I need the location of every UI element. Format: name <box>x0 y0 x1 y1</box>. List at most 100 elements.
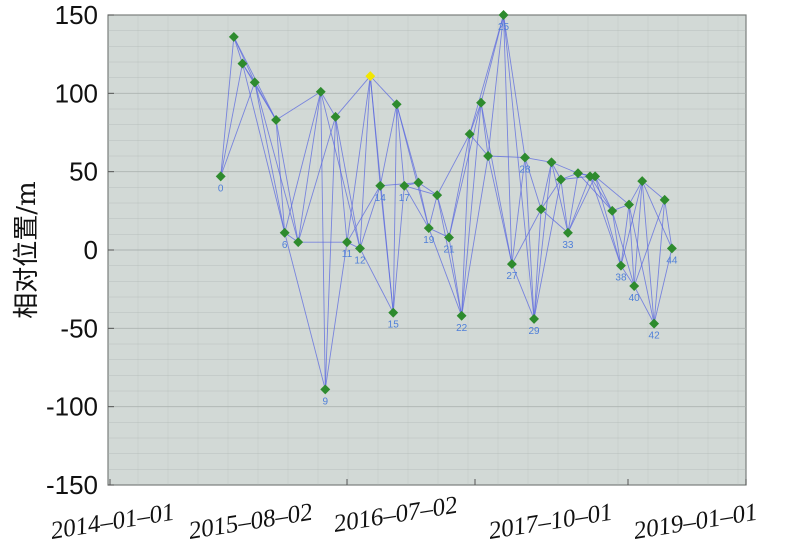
baseline-edge <box>436 133 471 196</box>
baseline-edge <box>379 185 394 313</box>
baseline-edge <box>524 157 535 319</box>
acquisition-point <box>444 232 454 243</box>
point-label: 22 <box>456 323 468 334</box>
baseline-edge <box>275 91 321 121</box>
baseline-edge <box>487 14 504 157</box>
baseline-edge <box>220 36 235 177</box>
acquisition-point <box>607 205 618 216</box>
acquisition-point <box>456 310 467 321</box>
baseline-edge <box>380 182 419 187</box>
point-label: 14 <box>375 193 387 204</box>
baseline-edge <box>403 185 430 229</box>
x-axis-ticks: 2014–01–01 2015–08–02 2016–07–02 2017–10–01… <box>49 479 759 545</box>
baseline-edge <box>628 204 635 287</box>
baseline-edge <box>461 134 471 316</box>
point-label: 38 <box>615 273 627 284</box>
baseline-edge <box>664 199 673 249</box>
baseline-edge <box>254 82 299 243</box>
acquisition-point <box>423 223 434 234</box>
baseline-edge <box>461 155 489 316</box>
baseline-edge <box>487 155 513 265</box>
baseline-edge <box>396 104 430 229</box>
baseline-edge <box>633 285 655 324</box>
y-tick-label: 150 <box>55 0 98 30</box>
acquisition-point <box>536 204 547 215</box>
acquisition-point <box>432 190 443 201</box>
y-tick-label: -150 <box>46 470 98 500</box>
baseline-edge <box>359 185 381 249</box>
baseline-edge <box>448 133 471 238</box>
baseline-edge <box>589 176 613 212</box>
baseline-edge <box>503 14 535 319</box>
y-axis-label: 相对位置/m <box>12 181 42 318</box>
acquisition-point <box>562 227 573 238</box>
acquisition-point <box>375 180 386 191</box>
y-tick-label: 100 <box>55 78 98 108</box>
baseline-edge <box>524 157 542 210</box>
acquisition-point <box>342 237 352 248</box>
baseline-edge <box>396 104 405 186</box>
baseline-edge <box>335 116 348 243</box>
baseline-edge <box>297 116 336 243</box>
acquisition-point <box>237 58 248 69</box>
baseline-edge <box>641 181 655 324</box>
acquisition-point <box>585 171 596 182</box>
baseline-edge <box>324 116 336 390</box>
baseline-edge <box>369 75 398 105</box>
point-label: 15 <box>388 320 400 331</box>
x-tick-label: 2016–07–02 <box>332 492 460 538</box>
acquisition-point <box>464 129 475 140</box>
point-label: 17 <box>399 193 411 204</box>
baseline-edge <box>428 195 438 229</box>
baseline-edge <box>620 180 643 266</box>
baseline-edge <box>469 133 489 157</box>
x-tick-label: 2014–01–01 <box>49 499 177 545</box>
point-label: 42 <box>649 331 661 342</box>
baseline-edge <box>567 176 591 233</box>
acquisition-point <box>616 260 626 271</box>
acquisition-point <box>629 281 640 291</box>
baseline-edge <box>503 14 526 158</box>
baseline-edge <box>594 176 622 266</box>
baseline-edge <box>335 75 371 118</box>
baseline-edge <box>233 36 243 64</box>
acquisition-point <box>483 151 494 161</box>
acquisition-point <box>215 171 226 182</box>
point-label: 21 <box>443 244 455 255</box>
baseline-edge <box>567 173 579 233</box>
baseline-edge <box>533 209 542 319</box>
baseline-edge <box>275 119 299 243</box>
grid <box>108 15 746 485</box>
baseline-edge <box>275 119 286 233</box>
baseline-edge <box>611 210 622 266</box>
baseline-edge <box>418 182 430 229</box>
baseline-edge <box>242 63 286 233</box>
baseline-edge <box>480 102 489 157</box>
baseline-edge <box>254 82 277 121</box>
baseline-edge <box>284 91 322 233</box>
acquisition-point <box>624 199 634 210</box>
baseline-edge <box>560 175 591 180</box>
baseline-edge <box>254 82 286 233</box>
point-label: 9 <box>322 396 328 407</box>
point-label: 6 <box>282 240 288 251</box>
acquisition-point <box>659 194 670 205</box>
point-label: 0 <box>218 183 224 194</box>
baseline-edge <box>346 76 371 243</box>
acquisition-point <box>546 157 557 168</box>
acquisition-point <box>666 243 677 254</box>
point-label: 12 <box>354 255 366 266</box>
baseline-edge <box>488 155 526 159</box>
acquisition-point <box>413 177 424 188</box>
baseline-edge <box>620 265 635 287</box>
y-axis-ticks: 150 100 50 0 -50 -100 -150 <box>46 0 114 500</box>
baseline-edge <box>503 14 513 265</box>
acquisition-point <box>555 174 566 185</box>
baseline-network <box>220 14 673 390</box>
x-tick-label: 2015–08–02 <box>187 499 315 545</box>
acquisition-point <box>573 168 583 179</box>
baseline-edge <box>511 263 535 320</box>
baseline-edge <box>220 63 243 177</box>
baseline-edge <box>461 102 482 316</box>
baseline-edge <box>533 179 562 320</box>
